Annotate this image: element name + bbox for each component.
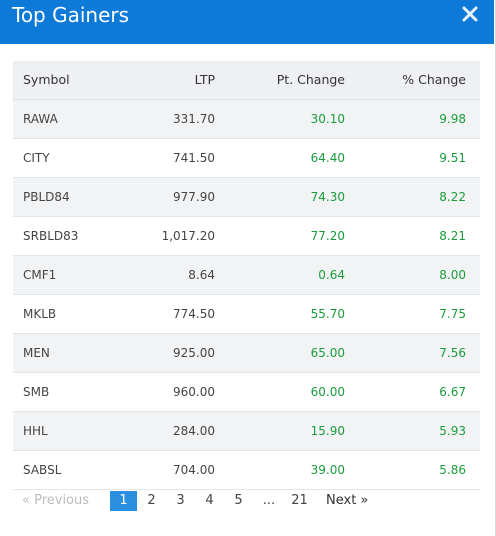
ltp-cell: 977.90 bbox=[121, 177, 215, 217]
table-row[interactable]: CITY 741.50 64.40 9.51 bbox=[13, 138, 480, 178]
symbol-cell[interactable]: SRBLD83 bbox=[13, 216, 121, 256]
modal-header: Top Gainers bbox=[0, 0, 494, 44]
next-page-button[interactable]: Next » bbox=[326, 493, 369, 508]
pt-change-cell: 74.30 bbox=[215, 177, 345, 217]
symbol-cell[interactable]: CMF1 bbox=[13, 255, 121, 295]
table-row[interactable]: MEN 925.00 65.00 7.56 bbox=[13, 333, 480, 373]
column-header-ltp[interactable]: LTP bbox=[121, 61, 215, 100]
pt-change-cell: 0.64 bbox=[215, 255, 345, 295]
pt-change-cell: 64.40 bbox=[215, 138, 345, 178]
pct-change-cell: 9.98 bbox=[345, 99, 480, 139]
pt-change-cell: 30.10 bbox=[215, 99, 345, 139]
symbol-cell[interactable]: HHL bbox=[13, 411, 121, 451]
symbol-cell[interactable]: CITY bbox=[13, 138, 121, 178]
ltp-cell: 960.00 bbox=[121, 372, 215, 412]
page-ellipsis: ... bbox=[262, 493, 276, 508]
symbol-cell[interactable]: MEN bbox=[13, 333, 121, 373]
pct-change-cell: 7.75 bbox=[345, 294, 480, 334]
ltp-cell: 925.00 bbox=[121, 333, 215, 373]
pt-change-cell: 77.20 bbox=[215, 216, 345, 256]
ltp-cell: 774.50 bbox=[121, 294, 215, 334]
table-header-row: Symbol LTP Pt. Change % Change bbox=[13, 61, 480, 100]
page-button-4[interactable]: 4 bbox=[205, 493, 214, 508]
symbol-cell[interactable]: SABSL bbox=[13, 450, 121, 490]
page-button-2[interactable]: 2 bbox=[147, 493, 156, 508]
gainers-table: Symbol LTP Pt. Change % Change RAWA 331.… bbox=[13, 61, 480, 490]
close-icon[interactable] bbox=[460, 4, 480, 24]
pt-change-cell: 60.00 bbox=[215, 372, 345, 412]
table-row[interactable]: SABSL 704.00 39.00 5.86 bbox=[13, 450, 480, 490]
table-row[interactable]: RAWA 331.70 30.10 9.98 bbox=[13, 99, 480, 139]
page-button-1[interactable]: 1 bbox=[110, 491, 137, 511]
pt-change-cell: 65.00 bbox=[215, 333, 345, 373]
previous-page-button[interactable]: « Previous bbox=[22, 493, 90, 508]
page-button-5[interactable]: 5 bbox=[234, 493, 243, 508]
pt-change-cell: 55.70 bbox=[215, 294, 345, 334]
ltp-cell: 331.70 bbox=[121, 99, 215, 139]
pct-change-cell: 6.67 bbox=[345, 372, 480, 412]
table-row[interactable]: SMB 960.00 60.00 6.67 bbox=[13, 372, 480, 412]
pct-change-cell: 8.21 bbox=[345, 216, 480, 256]
ltp-cell: 1,017.20 bbox=[121, 216, 215, 256]
symbol-cell[interactable]: RAWA bbox=[13, 99, 121, 139]
table-row[interactable]: CMF1 8.64 0.64 8.00 bbox=[13, 255, 480, 295]
symbol-cell[interactable]: MKLB bbox=[13, 294, 121, 334]
table-row[interactable]: MKLB 774.50 55.70 7.75 bbox=[13, 294, 480, 334]
ltp-cell: 741.50 bbox=[121, 138, 215, 178]
modal-title: Top Gainers bbox=[12, 3, 130, 27]
symbol-cell[interactable]: PBLD84 bbox=[13, 177, 121, 217]
column-header-symbol[interactable]: Symbol bbox=[13, 61, 121, 100]
ltp-cell: 704.00 bbox=[121, 450, 215, 490]
pt-change-cell: 15.90 bbox=[215, 411, 345, 451]
pagination: « Previous 1 2 3 4 5 ... 21 Next » bbox=[22, 490, 368, 512]
pct-change-cell: 5.93 bbox=[345, 411, 480, 451]
ltp-cell: 8.64 bbox=[121, 255, 215, 295]
pct-change-cell: 9.51 bbox=[345, 138, 480, 178]
column-header-pt-change[interactable]: Pt. Change bbox=[215, 61, 345, 100]
table-row[interactable]: HHL 284.00 15.90 5.93 bbox=[13, 411, 480, 451]
page-button-21[interactable]: 21 bbox=[291, 493, 308, 508]
pct-change-cell: 7.56 bbox=[345, 333, 480, 373]
column-header-pct-change[interactable]: % Change bbox=[345, 61, 480, 100]
page-button-3[interactable]: 3 bbox=[176, 493, 185, 508]
pct-change-cell: 8.22 bbox=[345, 177, 480, 217]
table-row[interactable]: SRBLD83 1,017.20 77.20 8.21 bbox=[13, 216, 480, 256]
table-row[interactable]: PBLD84 977.90 74.30 8.22 bbox=[13, 177, 480, 217]
pct-change-cell: 8.00 bbox=[345, 255, 480, 295]
symbol-cell[interactable]: SMB bbox=[13, 372, 121, 412]
ltp-cell: 284.00 bbox=[121, 411, 215, 451]
pct-change-cell: 5.86 bbox=[345, 450, 480, 490]
pt-change-cell: 39.00 bbox=[215, 450, 345, 490]
